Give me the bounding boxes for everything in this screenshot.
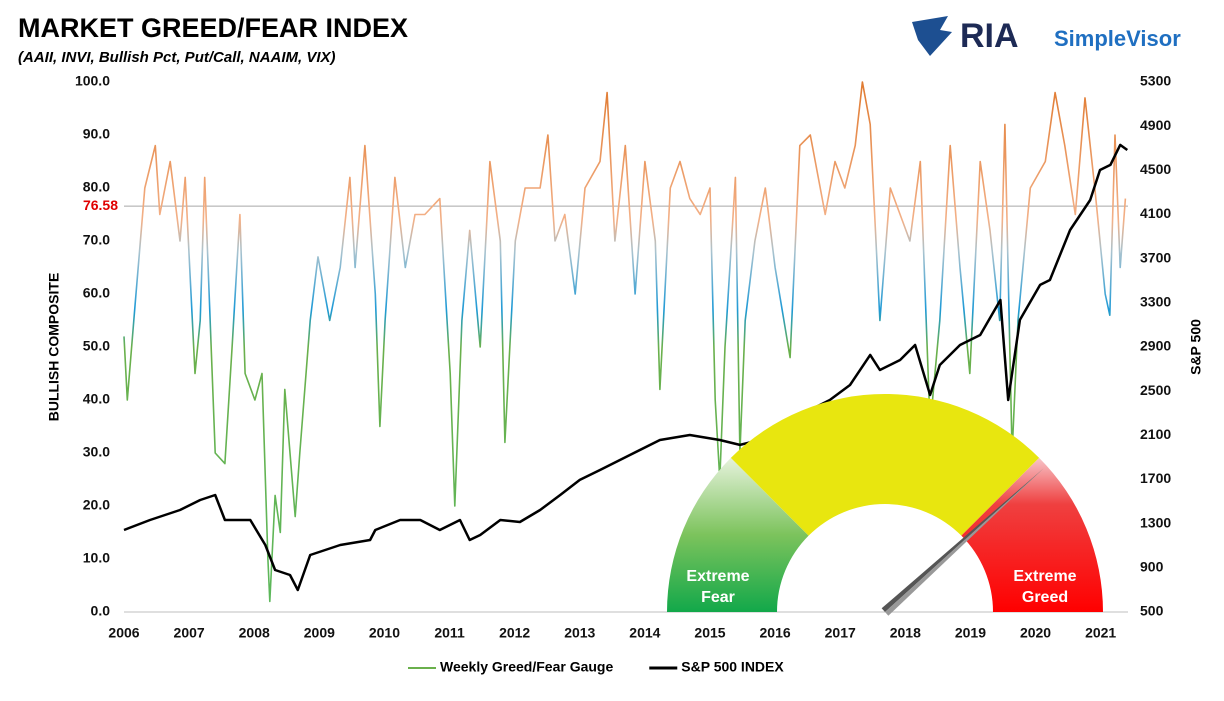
legend-label: Weekly Greed/Fear Gauge <box>440 659 613 675</box>
x-tick-label: 2017 <box>825 625 856 641</box>
data-line <box>123 81 1127 603</box>
y2-tick-label: 4500 <box>1140 161 1171 177</box>
gauge-greed <box>961 457 1103 612</box>
y2-tick-label: 1700 <box>1140 470 1171 486</box>
y-tick-label: 80.0 <box>83 179 110 195</box>
legend-label: S&P 500 INDEX <box>681 659 784 675</box>
x-tick-label: 2008 <box>239 625 270 641</box>
x-tick-label: 2021 <box>1085 625 1116 641</box>
y-tick-label: 100.0 <box>75 73 110 89</box>
x-tick-label: 2006 <box>108 625 139 641</box>
logo: RIA SimpleVisor <box>912 16 1181 56</box>
y2-tick-label: 500 <box>1140 603 1164 619</box>
gauge: Extreme Fear Extreme Greed <box>666 393 1103 616</box>
x-tick-label: 2014 <box>629 625 660 641</box>
y-tick-label: 90.0 <box>83 126 110 142</box>
y2-tick-label: 5300 <box>1140 73 1171 89</box>
logo-text: RIA <box>960 17 1019 55</box>
y2-tick-label: 2100 <box>1140 426 1171 442</box>
gauge-label: Extreme <box>1013 568 1076 585</box>
y-tick-label: 0.0 <box>91 603 111 619</box>
gauge-neutral <box>730 393 1040 536</box>
x-tick-label: 2013 <box>564 625 595 641</box>
gauge-label: Greed <box>1022 589 1068 606</box>
y2-tick-label: 3300 <box>1140 294 1171 310</box>
gauge-label: Fear <box>701 589 735 606</box>
y-tick-label: 70.0 <box>83 232 110 248</box>
y2-axis-label: S&P 500 <box>1188 319 1204 375</box>
y2-tick-label: 4900 <box>1140 117 1171 133</box>
logo-icon <box>912 16 952 56</box>
gauge-needle-shade <box>885 468 1044 616</box>
x-tick-label: 2019 <box>955 625 986 641</box>
y2-tick-label: 3700 <box>1140 249 1171 265</box>
y-tick-label: 30.0 <box>83 444 110 460</box>
chart-title: MARKET GREED/FEAR INDEX <box>18 13 408 43</box>
gauge-label: Extreme <box>686 568 749 585</box>
y2-tick-label: 1300 <box>1140 514 1171 530</box>
data-line <box>123 143 1129 592</box>
y-tick-label: 10.0 <box>83 550 110 566</box>
y-tick-label: 40.0 <box>83 391 110 407</box>
reference-label: 76.58 <box>83 197 118 213</box>
y2-tick-label: 2500 <box>1140 382 1171 398</box>
chart-subtitle: (AAII, INVI, Bullish Pct, Put/Call, NAAI… <box>18 49 336 66</box>
x-tick-label: 2016 <box>760 625 791 641</box>
y-tick-label: 20.0 <box>83 497 110 513</box>
x-tick-label: 2009 <box>304 625 335 641</box>
x-tick-label: 2012 <box>499 625 530 641</box>
x-tick-label: 2015 <box>694 625 725 641</box>
gauge-fear <box>666 457 809 612</box>
x-tick-label: 2007 <box>174 625 205 641</box>
y-tick-label: 50.0 <box>83 338 110 354</box>
x-tick-label: 2020 <box>1020 625 1051 641</box>
y2-tick-label: 900 <box>1140 559 1164 575</box>
y-tick-label: 60.0 <box>83 285 110 301</box>
logo-text: SimpleVisor <box>1054 26 1181 51</box>
x-tick-label: 2010 <box>369 625 400 641</box>
x-tick-label: 2018 <box>890 625 921 641</box>
y2-tick-label: 4100 <box>1140 205 1171 221</box>
gauge-needle <box>881 468 1044 612</box>
y-axis-label: BULLISH COMPOSITE <box>46 273 62 422</box>
y2-tick-label: 2900 <box>1140 338 1171 354</box>
x-tick-label: 2011 <box>434 625 465 641</box>
